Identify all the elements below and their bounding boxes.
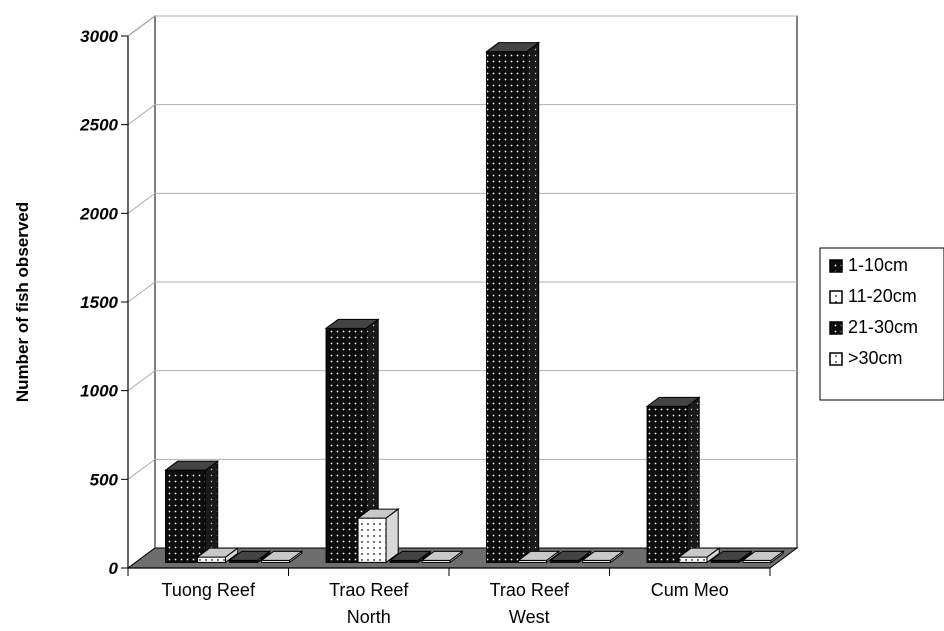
legend-label: >30cm bbox=[848, 348, 903, 368]
bar-front bbox=[357, 517, 387, 563]
gridline bbox=[127, 458, 797, 480]
bar bbox=[228, 550, 272, 564]
bar-front bbox=[646, 405, 688, 563]
bar bbox=[485, 41, 541, 564]
bar-top bbox=[581, 550, 625, 561]
y-tick-label: 1000 bbox=[80, 382, 118, 401]
bar bbox=[517, 550, 561, 564]
gridline bbox=[127, 281, 797, 303]
bar-side bbox=[205, 460, 219, 564]
bar-top bbox=[709, 550, 753, 561]
y-axis-label: Number of fish observed bbox=[13, 202, 32, 402]
bar-top bbox=[324, 318, 380, 329]
y-tick-label: 500 bbox=[90, 470, 119, 489]
bar bbox=[709, 550, 753, 564]
y-tick-label: 0 bbox=[109, 559, 119, 578]
legend-swatch bbox=[829, 259, 843, 273]
bar-front bbox=[678, 556, 708, 563]
bar-top bbox=[517, 550, 561, 561]
bar bbox=[388, 550, 432, 564]
x-tick-label: Tuong Reef bbox=[162, 580, 256, 600]
y-tick-label: 2000 bbox=[79, 204, 118, 223]
gridline bbox=[127, 192, 797, 214]
y-tick-label: 1500 bbox=[80, 293, 118, 312]
bar-front bbox=[165, 469, 207, 563]
bar-top bbox=[228, 550, 272, 561]
bar bbox=[549, 550, 593, 564]
bar bbox=[645, 396, 701, 564]
legend-label: 11-20cm bbox=[848, 286, 917, 306]
x-tick-label: Trao Reef bbox=[490, 580, 570, 600]
bar-top bbox=[677, 547, 721, 558]
bar bbox=[324, 318, 380, 564]
bar-top bbox=[196, 547, 240, 558]
bar-top bbox=[388, 550, 432, 561]
bar-top bbox=[485, 42, 541, 53]
bar bbox=[164, 460, 220, 564]
bar-top bbox=[549, 550, 593, 561]
gridline bbox=[127, 104, 797, 126]
bar bbox=[196, 547, 240, 564]
legend-swatch bbox=[829, 290, 843, 304]
bar-top bbox=[164, 460, 220, 471]
x-tick-label: Trao Reef bbox=[329, 580, 409, 600]
gridline bbox=[127, 15, 797, 37]
x-tick-label: West bbox=[509, 607, 550, 626]
bar-top bbox=[645, 396, 701, 407]
bar bbox=[581, 550, 625, 564]
bar bbox=[356, 508, 400, 564]
gridline bbox=[127, 370, 797, 392]
bar-top bbox=[741, 550, 785, 561]
bar bbox=[260, 550, 304, 564]
bar bbox=[741, 550, 785, 564]
x-tick-label: North bbox=[347, 607, 391, 626]
bar bbox=[677, 547, 721, 564]
bar bbox=[420, 550, 464, 564]
y-tick-label: 2500 bbox=[79, 116, 118, 135]
legend-swatch bbox=[829, 321, 843, 335]
bar-side bbox=[686, 396, 700, 564]
bar-top bbox=[420, 550, 464, 561]
x-tick-label: Cum Meo bbox=[651, 580, 729, 600]
legend-label: 1-10cm bbox=[848, 255, 908, 275]
bar-front bbox=[486, 51, 528, 563]
bar-side bbox=[526, 41, 540, 564]
bar-top bbox=[356, 508, 400, 519]
bar-front bbox=[197, 556, 227, 563]
legend-label: 21-30cm bbox=[848, 317, 918, 337]
y-tick-label: 3000 bbox=[80, 27, 118, 46]
legend-swatch bbox=[829, 352, 843, 366]
bar-top bbox=[260, 550, 304, 561]
